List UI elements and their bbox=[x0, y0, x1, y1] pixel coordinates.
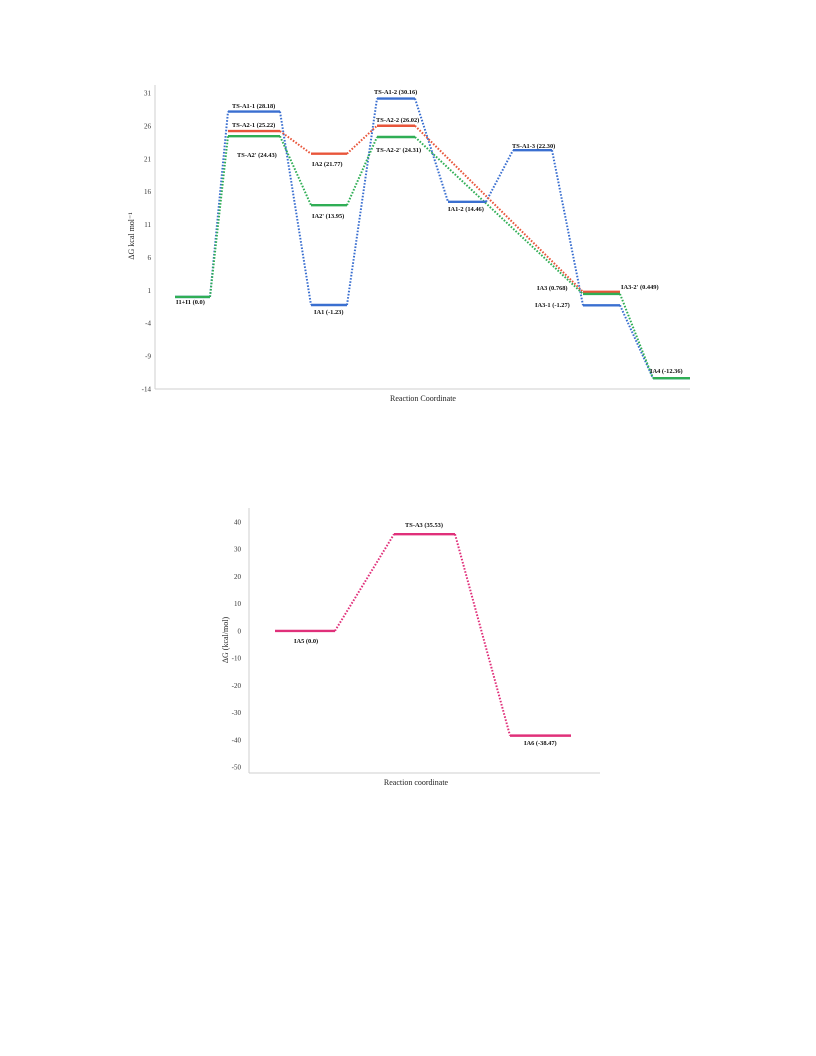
connector-line bbox=[346, 125, 378, 155]
y-tick-label: 20 bbox=[234, 573, 242, 581]
connector-line bbox=[414, 125, 584, 293]
level-label: TS-A3 (35.53) bbox=[405, 522, 443, 529]
connector-lines bbox=[209, 98, 654, 379]
x-axis-title: Reaction Coordinate bbox=[390, 394, 456, 403]
y-tick-label: 6 bbox=[148, 254, 152, 262]
y-axis-title: ΔG (kcal/mol) bbox=[221, 617, 230, 664]
y-tick-label: -14 bbox=[142, 386, 152, 394]
connector-line bbox=[334, 533, 395, 632]
level-label: IA6 (-38.47) bbox=[524, 740, 557, 747]
connector-line bbox=[279, 111, 312, 306]
y-tick-label: 10 bbox=[234, 600, 242, 608]
level-label: TS-A2-1 (25.22) bbox=[232, 122, 275, 129]
level-label: IA3-1 (-1.27) bbox=[535, 302, 570, 309]
connector-line bbox=[279, 130, 312, 155]
connector-line bbox=[485, 149, 514, 203]
connector-line bbox=[414, 136, 584, 295]
y-tick-label: 31 bbox=[144, 90, 152, 98]
energy-profile-chart-2: Reaction coordinate ΔG (kcal/mol) 40 30 20… bbox=[221, 508, 600, 787]
level-label: IA2 (21.77) bbox=[312, 161, 343, 168]
level-labels: I1+I1 (0.0) TS-A1-1 (28.18) TS-A2-1 (25.22… bbox=[176, 89, 683, 375]
level-labels: IA5 (0.0) TS-A3 (35.53) IA6 (-38.47) bbox=[294, 522, 557, 747]
connector-line bbox=[414, 98, 449, 203]
y-tick-label: -4 bbox=[145, 320, 151, 328]
y-tick-label: 21 bbox=[144, 155, 152, 163]
y-axis-title: ΔG kcal mol⁻¹ bbox=[127, 212, 136, 260]
y-tick-label: 40 bbox=[234, 519, 242, 527]
y-tick-label: 11 bbox=[144, 221, 151, 229]
connector-line bbox=[209, 111, 229, 298]
connector-line bbox=[346, 98, 378, 306]
level-label: TS-A2-2 (26.02) bbox=[376, 117, 419, 124]
x-axis-title: Reaction coordinate bbox=[384, 778, 449, 787]
connector-line bbox=[619, 293, 654, 379]
energy-profile-chart-1: Reaction Coordinate ΔG kcal mol⁻¹ 31 26 21… bbox=[127, 85, 690, 403]
level-label: TS-A2-2' (24.31) bbox=[376, 147, 421, 154]
y-tick-label: 1 bbox=[148, 287, 152, 295]
y-tick-label: 16 bbox=[144, 188, 152, 196]
level-label: TS-A1-3 (22.30) bbox=[512, 143, 555, 150]
level-label: I1+I1 (0.0) bbox=[176, 299, 205, 306]
energy-levels bbox=[175, 97, 690, 380]
y-tick-label: -9 bbox=[145, 353, 151, 361]
y-tick-label: -50 bbox=[232, 764, 242, 772]
y-tick-label: 30 bbox=[234, 546, 242, 554]
connector-line bbox=[346, 136, 378, 206]
y-tick-label: -40 bbox=[232, 736, 242, 744]
level-label: IA1 (-1.23) bbox=[314, 309, 343, 316]
y-tick-label: 26 bbox=[144, 122, 152, 130]
level-label: IA2' (13.95) bbox=[312, 213, 344, 220]
y-tick-label: 0 bbox=[238, 627, 242, 635]
level-label: IA5 (0.0) bbox=[294, 638, 318, 645]
energy-levels bbox=[275, 532, 571, 737]
level-label: IA3-2' (0.449) bbox=[621, 284, 659, 291]
y-tick-labels: 40 30 20 10 0 -10 -20 -30 -40 -50 bbox=[232, 519, 242, 772]
level-label: IA1-2 (14.46) bbox=[448, 206, 484, 213]
level-label: IA4 (-12.36) bbox=[650, 368, 683, 375]
connector-line bbox=[619, 304, 654, 379]
y-tick-labels: 31 26 21 16 11 6 1 -4 -9 -14 bbox=[142, 90, 152, 394]
y-tick-label: -10 bbox=[232, 655, 242, 663]
connector-line bbox=[551, 150, 584, 306]
level-label: TS-A1-1 (28.18) bbox=[232, 103, 275, 110]
y-tick-label: -30 bbox=[232, 709, 242, 717]
connector-lines bbox=[334, 533, 511, 736]
level-label: TS-A1-2 (30.16) bbox=[374, 89, 417, 96]
y-tick-label: -20 bbox=[232, 682, 242, 690]
level-label: IA3 (0.768) bbox=[537, 285, 568, 292]
connector-line bbox=[209, 136, 229, 298]
level-label: TS-A2' (24.43) bbox=[237, 152, 277, 159]
connector-line bbox=[454, 533, 511, 736]
